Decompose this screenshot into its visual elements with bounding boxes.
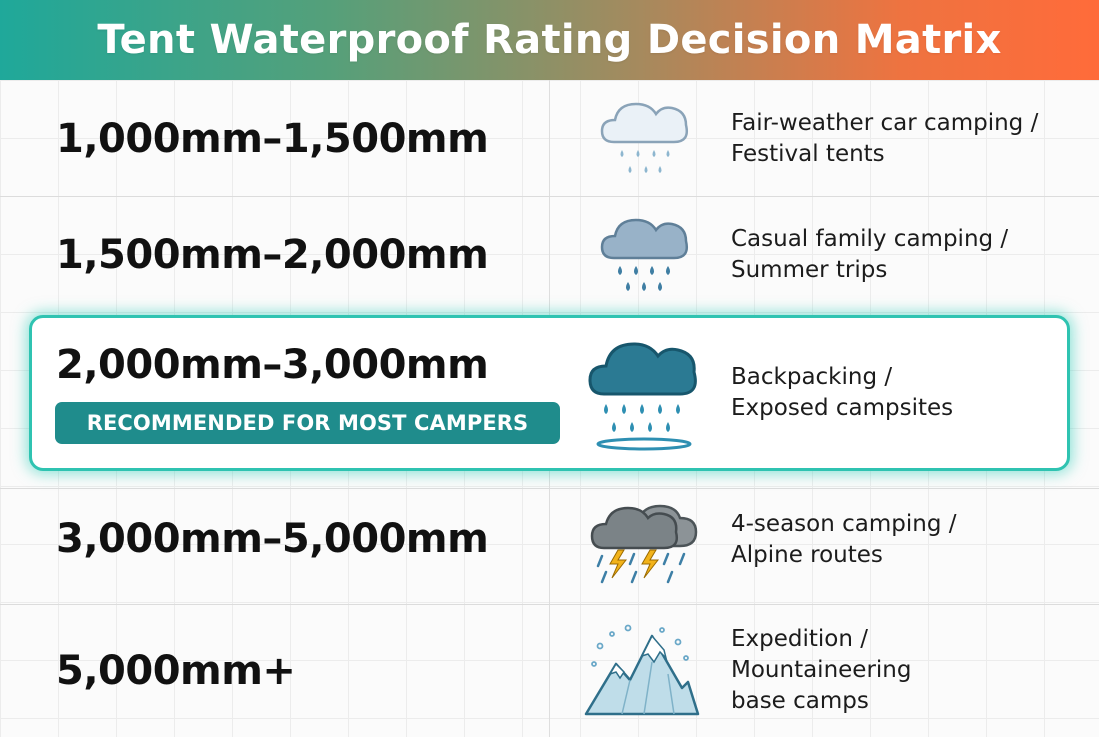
header-banner: Tent Waterproof Rating Decision Matrix: [0, 0, 1099, 80]
snowy-mountain-icon: [584, 624, 700, 716]
rating-range: 2,000mm–3,000mm: [56, 342, 489, 388]
thunderstorm-cloud-icon: [590, 504, 698, 584]
light-rain-cloud-icon: [600, 102, 688, 173]
rating-range: 1,500mm–2,000mm: [56, 232, 489, 278]
moderate-rain-cloud-icon: [600, 218, 688, 291]
rating-range: 3,000mm–5,000mm: [56, 516, 489, 562]
use-case-line: Backpacking /: [731, 364, 893, 390]
use-case-text: Casual family camping / Summer trips: [731, 224, 1008, 286]
use-case-line: Casual family camping /: [731, 226, 1009, 252]
use-case-line: base camps: [731, 688, 869, 714]
use-case-text: Backpacking / Exposed campsites: [731, 362, 953, 424]
use-case-line: Expedition /: [731, 626, 869, 652]
use-case-line: Exposed campsites: [731, 395, 954, 421]
use-case-line: Alpine routes: [731, 542, 883, 568]
use-case-line: Mountaineering: [731, 657, 912, 683]
row-divider: [0, 604, 1099, 605]
use-case-text: 4-season camping / Alpine routes: [731, 509, 956, 571]
recommended-row-highlight: [29, 315, 1070, 471]
rating-range: 1,000mm–1,500mm: [56, 116, 489, 162]
use-case-line: Festival tents: [731, 141, 885, 167]
heavy-rain-cloud-icon: [588, 342, 697, 451]
row-divider: [0, 196, 1099, 197]
use-case-line: 4-season camping /: [731, 511, 957, 537]
use-case-line: Summer trips: [731, 257, 888, 283]
use-case-text: Fair-weather car camping / Festival tent…: [731, 108, 1038, 170]
page-title: Tent Waterproof Rating Decision Matrix: [97, 17, 1002, 63]
use-case-line: Fair-weather car camping /: [731, 110, 1039, 136]
row-divider: [0, 488, 1099, 489]
recommended-badge: RECOMMENDED FOR MOST CAMPERS: [55, 402, 560, 444]
use-case-text: Expedition / Mountaineering base camps: [731, 624, 911, 717]
rating-range: 5,000mm+: [56, 648, 296, 694]
